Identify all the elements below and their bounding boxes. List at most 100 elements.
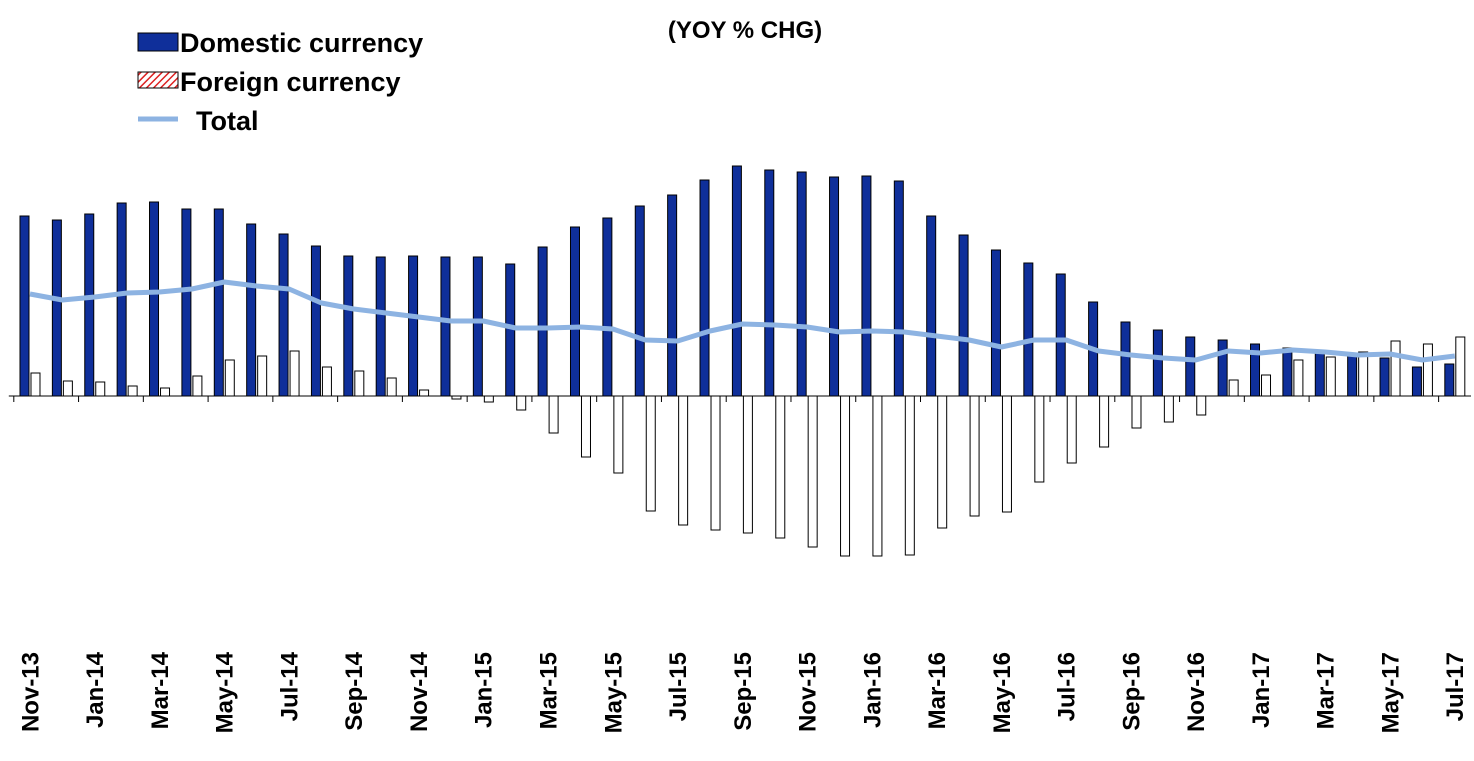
bar [1293, 359, 1304, 397]
bar [1358, 351, 1369, 397]
bar [1185, 336, 1196, 397]
x-tick-label: May-17 [1377, 652, 1404, 733]
x-tick-label: Jan-15 [471, 652, 498, 728]
bar [1023, 262, 1034, 397]
bar [969, 395, 980, 517]
bar [1163, 395, 1174, 423]
bar [224, 359, 235, 397]
bar [127, 385, 138, 397]
bar [1099, 395, 1110, 448]
legend-label: Foreign currency [180, 67, 401, 97]
x-tick-label: Nov-16 [1183, 652, 1210, 732]
bar [84, 213, 95, 397]
bar [1261, 374, 1272, 397]
bar [95, 381, 106, 397]
bar [537, 246, 548, 397]
bar [1228, 379, 1239, 397]
bar [51, 219, 62, 397]
x-tick-label: Nov-13 [17, 652, 44, 732]
bar [192, 375, 203, 397]
bar [419, 389, 430, 397]
x-tick-label: Jul-14 [276, 651, 303, 721]
bar [354, 370, 365, 397]
bar [1120, 321, 1131, 397]
bar [1152, 329, 1163, 397]
bar [516, 395, 527, 411]
bar [1455, 336, 1466, 397]
bar [699, 179, 710, 397]
bar [764, 169, 775, 397]
bar [483, 395, 494, 403]
bar [1282, 347, 1293, 397]
bar [289, 350, 300, 397]
bar [213, 208, 224, 397]
bar [1314, 351, 1325, 397]
bar [937, 395, 948, 529]
bar [181, 208, 192, 397]
x-tick-label: Sep-16 [1118, 652, 1145, 731]
bar [958, 234, 969, 397]
bar [1066, 395, 1077, 464]
bar [1325, 356, 1336, 397]
bar [742, 395, 753, 534]
x-tick-label: Jan-17 [1248, 652, 1275, 728]
bar [775, 395, 786, 539]
bar [1055, 273, 1066, 397]
bar [710, 395, 721, 531]
bar [19, 215, 30, 397]
bar [904, 395, 915, 556]
bar [829, 176, 840, 397]
legend-swatch [137, 71, 179, 89]
bar [321, 366, 332, 397]
bar [667, 194, 678, 397]
x-tick-label: May-15 [600, 652, 627, 733]
bar [1379, 357, 1390, 397]
bar [1217, 339, 1228, 397]
chart-title: (YOY % CHG) [668, 17, 822, 44]
bar [440, 256, 451, 397]
legend-swatch [137, 32, 179, 52]
legend: Domestic currency Foreign currency Total [137, 28, 423, 136]
x-tick-label: May-16 [989, 652, 1016, 733]
bar [645, 395, 656, 512]
bar [861, 175, 872, 397]
bar [1422, 343, 1433, 397]
bar [569, 226, 580, 397]
bar [893, 180, 904, 397]
legend-label: Total [196, 106, 259, 136]
x-tick-label: Mar-17 [1313, 652, 1340, 729]
legend-label: Domestic currency [180, 28, 423, 58]
x-tick-label: May-14 [212, 651, 239, 733]
bar [257, 355, 268, 397]
bar [678, 395, 689, 526]
bar [30, 372, 41, 397]
bar [796, 171, 807, 397]
bar [116, 202, 127, 397]
x-tick-label: Mar-14 [147, 651, 174, 729]
bar [310, 245, 321, 397]
bar [278, 233, 289, 397]
bar [840, 395, 851, 557]
bar [246, 223, 257, 397]
bar [1411, 366, 1422, 397]
x-tick-label: Sep-14 [341, 651, 368, 730]
bar [375, 256, 386, 397]
x-tick-label: Mar-16 [924, 652, 951, 729]
bar [926, 215, 937, 397]
bar [1196, 395, 1207, 416]
bar [149, 201, 160, 397]
bar [580, 395, 591, 458]
bar [472, 256, 483, 397]
bar [872, 395, 883, 557]
bar [602, 217, 613, 397]
line [29, 279, 1456, 363]
bar [1001, 395, 1012, 513]
x-tick-label: Jul-17 [1442, 652, 1469, 721]
bar [1347, 353, 1358, 397]
bar [613, 395, 624, 474]
x-tick-label: Nov-15 [795, 652, 822, 732]
bar [634, 205, 645, 397]
bar [160, 387, 171, 397]
bar [408, 255, 419, 397]
